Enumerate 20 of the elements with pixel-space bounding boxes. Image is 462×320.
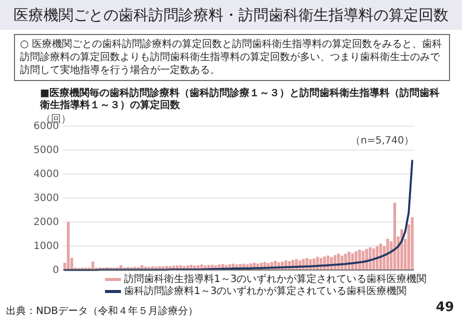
y-tick-label: 5000: [34, 145, 59, 156]
y-tick-label: 3000: [34, 193, 59, 204]
bar: [376, 246, 379, 270]
chart-subtitle: ○ 医療機関ごとの歯科訪問診療料の算定回数と訪問歯科衛生指導料の算定回数をみると、歯科訪問診療料の算定回数よりも訪問歯科衛生指導料の算定回数が多い、つまり歯科衛生士のみで訪問して実地指導を行う場合が一定数ある。: [14, 34, 450, 81]
legend-label: 歯科訪問診療料1～3のいずれかが算定されている歯科医療機関: [124, 286, 407, 297]
y-tick-label: 2000: [34, 217, 59, 228]
y-tick-label: 1000: [34, 241, 59, 252]
text: ■医療機関毎の歯科訪問診療料（歯科訪問診療１～３）と訪問歯科衛生指導料（訪問歯科衛生指導料１～３）の算定回数: [40, 88, 440, 112]
bar: [358, 250, 361, 270]
line-series: [64, 160, 414, 271]
source-note: 出典：NDBデータ（令和４年５月診療分）: [6, 304, 198, 318]
bar: [372, 248, 376, 270]
bar: [365, 248, 368, 270]
y-tick-label: 4000: [34, 169, 59, 180]
y-tick-label: 0: [52, 265, 59, 276]
text: 49: [436, 300, 454, 315]
legend-label: 訪問歯科衛生指導料1～3のいずれかが算定されている歯科医療機関: [124, 274, 427, 285]
bar: [368, 247, 372, 270]
annotation: （n=5,740）: [350, 135, 414, 146]
chart-title: 医療機関ごとの歯科訪問診療料・訪問歯科衛生指導料の算定回数: [0, 0, 462, 30]
